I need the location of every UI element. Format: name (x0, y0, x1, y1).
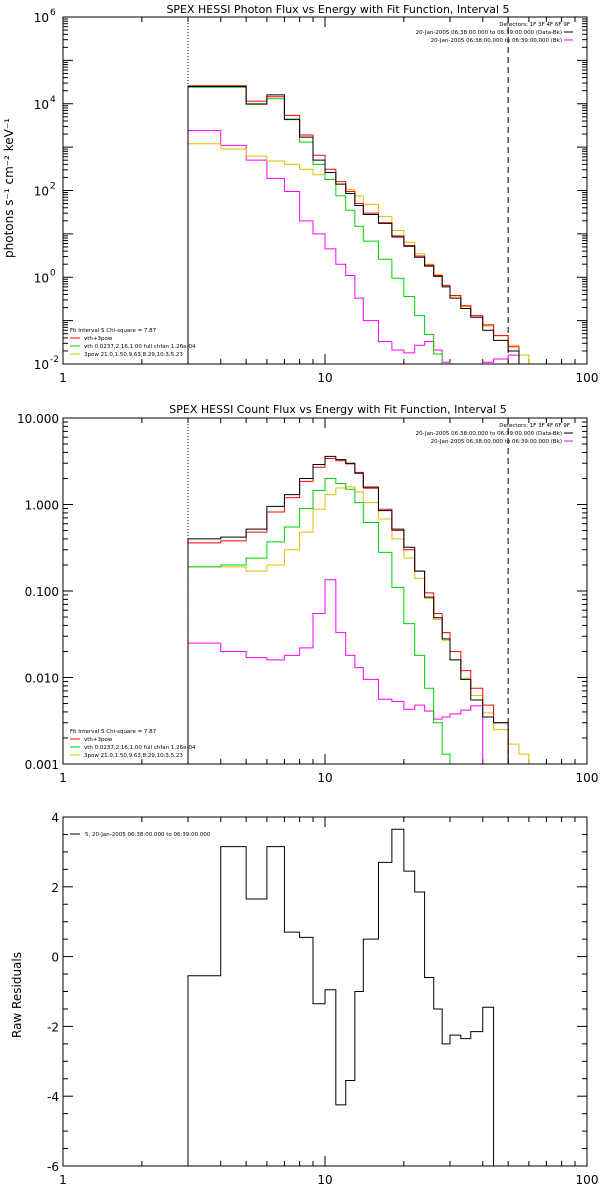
legend-total: vth+3pow (84, 737, 113, 743)
y-axis-label: Raw Residuals (10, 952, 24, 1038)
residuals-panel: Raw Residuals 1 10 100 4 2 0 -2 -4 -6 5, 20-Jan… (10, 811, 598, 1187)
y-tick-label: 4 (51, 811, 59, 825)
legend-fit-interval: Fit Interval 5 Chi-square = 7.87 (70, 328, 157, 334)
legend-data-bk: 20-Jan-2005 06:38:00.000 to 06:39:00.000… (416, 431, 562, 437)
y-tick-label: 10 (34, 11, 49, 25)
powerlaw-series-line (187, 486, 547, 764)
residuals-series-line (187, 828, 495, 1166)
thermal-series-line (187, 477, 451, 764)
data-series-line (187, 85, 520, 364)
legend-fit-interval: Fit Interval 5 Chi-square = 7.87 (70, 729, 157, 735)
x-tick-labels: 1 10 100 (59, 771, 598, 785)
chart-title: SPEX HESSI Count Flux vs Energy with Fit… (169, 403, 506, 416)
legend-data-bk: 20-Jan-2005 06:38:00.000 to 06:39:00.000… (416, 30, 562, 36)
legend-bk: 20-Jan-2005 06:38:00.000 to 06:39:00.000… (431, 439, 562, 445)
legend-residuals: 5, 20-Jan-2005 06:38:00.000 to 06:39:00.… (85, 832, 211, 838)
x-tick-label: 1 (59, 371, 67, 385)
x-tick-label: 100 (576, 371, 599, 385)
y-tick-label: 2 (51, 881, 59, 895)
x-tick-label: 10 (317, 1173, 332, 1187)
legend-fit: Fit Interval 5 Chi-square = 7.87 vth+3po… (70, 729, 196, 759)
x-tick-labels: 1 10 100 (59, 371, 598, 385)
y-tick-exponent: 0 (50, 268, 56, 278)
legend-header: Detectors: 1F 3F 4F 6F 9F 20-Jan-2005 06… (416, 22, 573, 44)
x-tick-label: 10 (317, 371, 332, 385)
y-tick-label: 10 (34, 185, 49, 199)
legend-detectors: Detectors: 1F 3F 4F 6F 9F (499, 22, 570, 28)
interval-markers (187, 17, 509, 364)
data-series-line (187, 455, 509, 764)
chart-title: SPEX HESSI Photon Flux vs Energy with Fi… (166, 3, 509, 16)
axis-ticks (62, 417, 587, 765)
y-tick-label: -4 (47, 1090, 59, 1104)
axis-ticks (62, 16, 587, 365)
y-tick-exponent: 4 (50, 95, 56, 105)
legend-bk: 20-Jan-2005 06:38:00.000 to 06:39:00.000… (431, 38, 562, 44)
y-tick-labels: 4 2 0 -2 -4 -6 (47, 811, 59, 1174)
y-tick-labels: 10.000 1.000 0.100 0.010 0.001 (17, 412, 59, 772)
plot-frame (62, 816, 588, 1167)
photon-flux-panel: SPEX HESSI Photon Flux vs Energy with Fi… (2, 3, 598, 385)
y-tick-exponent: 6 (50, 8, 56, 18)
plot-frame (62, 16, 588, 365)
powerlaw-series-line (187, 143, 547, 364)
y-tick-label: 1.000 (25, 499, 59, 513)
legend-powerlaw: 3pow 21.0,1.50,9.63,8.29,10.3,5.23 (84, 753, 183, 759)
x-tick-label: 100 (576, 1173, 599, 1187)
y-tick-label: -6 (47, 1160, 59, 1174)
legend-powerlaw: 3pow 21.0,1.50,9.63,8.29,10.3,5.23 (84, 352, 183, 358)
y-tick-exponent: -2 (50, 355, 59, 365)
y-axis-label: photons s⁻¹ cm⁻² keV⁻¹ (2, 118, 16, 258)
y-tick-label: 10 (34, 271, 49, 285)
plot-series (187, 85, 547, 364)
y-tick-label: 10.000 (17, 412, 59, 426)
y-tick-label: 10 (34, 358, 49, 372)
total-series-line (187, 85, 520, 364)
legend-header: Detectors: 1F 3F 4F 6F 9F 20-Jan-2005 06… (416, 423, 573, 445)
legend-detectors: Detectors: 1F 3F 4F 6F 9F (499, 423, 570, 429)
legend-fit: Fit Interval 5 Chi-square = 7.87 vth+3po… (70, 328, 196, 358)
count-flux-panel: SPEX HESSI Count Flux vs Energy with Fit… (17, 403, 598, 785)
legend-thermal: vth 0.0237,2.16,1.00 full chfan 1.26e-04 (84, 745, 196, 751)
legend-thermal: vth 0.0237,2.16,1.00 full chfan 1.26e-04 (84, 344, 196, 350)
y-tick-label: 0.100 (25, 585, 59, 599)
y-tick-label: 10 (34, 98, 49, 112)
x-tick-label: 1 (59, 1173, 67, 1187)
interval-markers (187, 418, 509, 764)
x-tick-label: 10 (317, 771, 332, 785)
plot-frame (62, 417, 588, 765)
y-tick-exponent: 2 (50, 182, 56, 192)
plot-series (187, 455, 547, 764)
background-series-line (187, 130, 520, 364)
background-series-line (187, 579, 484, 764)
plot-series (187, 828, 495, 1166)
y-tick-label: 0 (51, 951, 59, 965)
y-tick-label: -2 (47, 1020, 59, 1034)
y-tick-label: 0.010 (25, 672, 59, 686)
legend-total: vth+3pow (84, 336, 113, 342)
x-tick-labels: 1 10 100 (59, 1173, 598, 1187)
total-series-line (187, 458, 509, 764)
y-tick-label: 0.001 (25, 758, 59, 772)
x-tick-label: 1 (59, 771, 67, 785)
thermal-series-line (187, 86, 461, 364)
x-tick-label: 100 (576, 771, 599, 785)
